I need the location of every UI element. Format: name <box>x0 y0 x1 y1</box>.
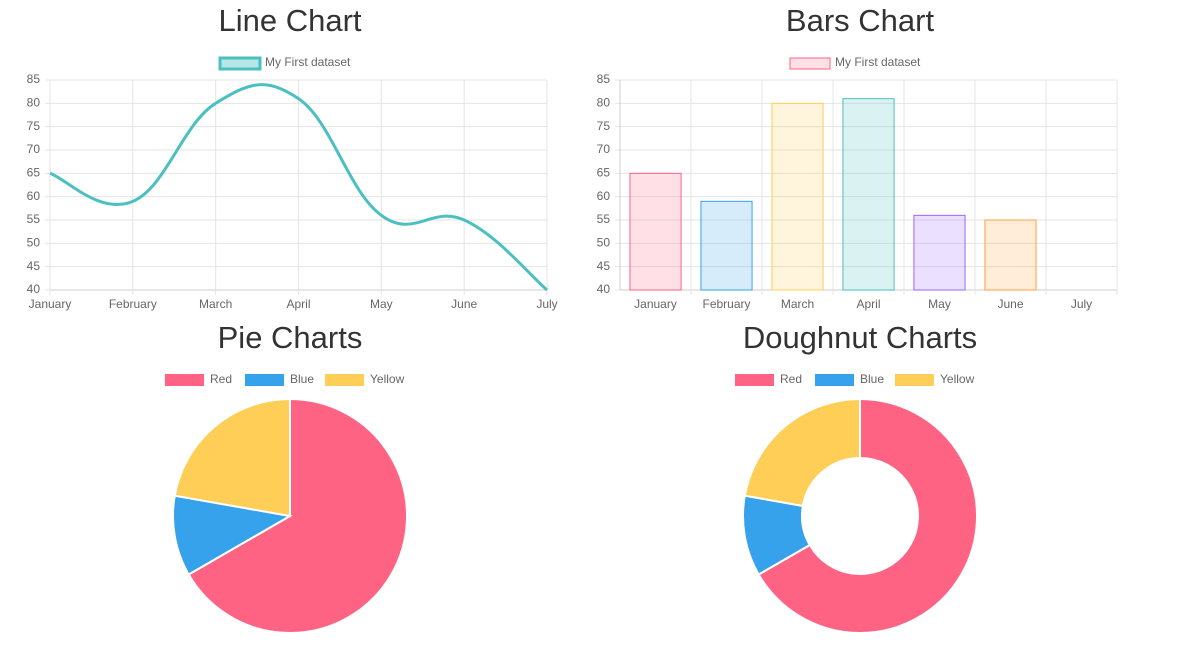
bar <box>771 102 824 291</box>
y-tick-label: 85 <box>27 72 41 86</box>
y-tick-label: 40 <box>597 282 611 296</box>
x-tick-label: February <box>109 297 157 311</box>
legend-swatch <box>735 374 774 386</box>
legend-swatch <box>895 374 934 386</box>
y-tick-label: 75 <box>27 119 41 133</box>
slice <box>187 397 408 634</box>
slice <box>743 397 861 508</box>
x-tick-label: March <box>199 297 232 311</box>
legend-swatch <box>245 374 284 386</box>
chart-title: Line Chart <box>218 3 361 38</box>
y-tick-label: 70 <box>597 142 611 156</box>
legend-label: Red <box>780 372 802 386</box>
slice <box>757 397 978 634</box>
legend-swatch <box>325 374 364 386</box>
legend-swatch <box>218 56 262 71</box>
legend-swatch <box>815 374 854 386</box>
y-tick-label: 55 <box>597 212 611 226</box>
x-tick-label: April <box>856 297 880 311</box>
x-tick-label: July <box>1071 297 1092 311</box>
x-tick-label: June <box>997 297 1023 311</box>
y-tick-label: 50 <box>27 236 41 250</box>
legend-label: Yellow <box>370 372 405 386</box>
x-tick-label: May <box>370 297 393 311</box>
y-tick-label: 70 <box>27 142 41 156</box>
x-tick-label: February <box>702 297 750 311</box>
y-tick-label: 40 <box>27 282 41 296</box>
y-tick-label: 45 <box>597 259 611 273</box>
y-tick-label: 50 <box>597 236 611 250</box>
y-tick-label: 80 <box>597 96 611 110</box>
chart-title: Pie Charts <box>218 320 363 355</box>
slice <box>172 494 293 576</box>
bar <box>984 219 1037 291</box>
legend-label: Red <box>210 372 232 386</box>
slice <box>173 397 291 518</box>
y-tick-label: 45 <box>27 259 41 273</box>
y-tick-label: 75 <box>597 119 611 133</box>
chart-title: Doughnut Charts <box>743 320 977 355</box>
bar <box>700 200 753 291</box>
legend-label: Blue <box>290 372 314 386</box>
x-tick-label: July <box>536 297 557 311</box>
y-tick-label: 65 <box>597 166 611 180</box>
y-tick-label: 85 <box>597 72 611 86</box>
y-tick-label: 55 <box>27 212 41 226</box>
x-tick-label: January <box>29 297 72 311</box>
x-tick-label: March <box>781 297 814 311</box>
line <box>49 83 548 292</box>
x-tick-label: May <box>928 297 951 311</box>
y-tick-label: 60 <box>27 189 41 203</box>
x-tick-label: January <box>634 297 677 311</box>
legend-label: Blue <box>860 372 884 386</box>
y-tick-label: 65 <box>27 166 41 180</box>
y-tick-label: 60 <box>597 189 611 203</box>
legend-label: Yellow <box>940 372 975 386</box>
chart-title: Bars Chart <box>786 3 935 38</box>
bar <box>629 172 682 291</box>
x-tick-label: April <box>286 297 310 311</box>
legend-swatch <box>789 57 831 70</box>
y-tick-label: 80 <box>27 96 41 110</box>
legend-swatch <box>165 374 204 386</box>
legend-label: My First dataset <box>835 55 921 69</box>
bar <box>842 98 895 291</box>
bar <box>913 214 966 291</box>
x-tick-label: June <box>451 297 477 311</box>
legend-label: My First dataset <box>265 55 351 69</box>
